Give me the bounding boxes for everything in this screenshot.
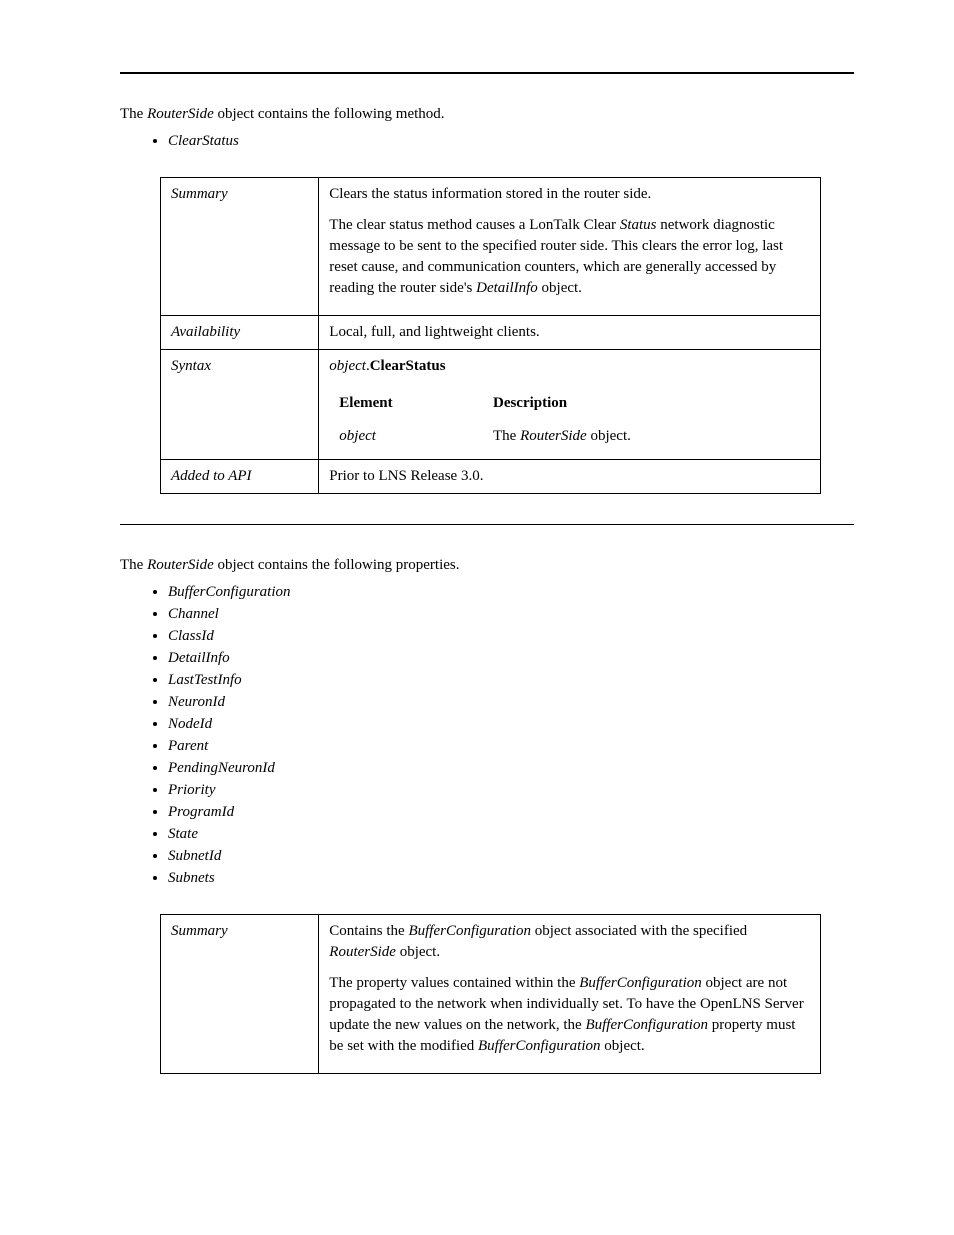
list-item: State (168, 824, 854, 845)
routerside-ref: RouterSide (147, 106, 214, 122)
row-label: Syntax (161, 350, 319, 460)
section-divider-mid (120, 524, 854, 525)
row-content: Contains the BufferConfiguration object … (319, 915, 820, 1074)
row-content: object.ClearStatus Element Description o… (319, 350, 820, 460)
col-header: Element (329, 387, 483, 420)
clearstatus-table: Summary Clears the status information st… (160, 177, 821, 494)
txt: The property values contained within the (329, 975, 579, 991)
row-content: Clears the status information stored in … (319, 178, 820, 316)
summary-p2: The clear status method causes a LonTalk… (329, 215, 809, 299)
txt: object contains the following properties… (214, 557, 460, 573)
row-label: Added to API (161, 460, 319, 494)
status-ref: Status (620, 217, 657, 233)
row-label: Availability (161, 316, 319, 350)
routerside-ref: RouterSide (520, 428, 587, 444)
list-item: NodeId (168, 714, 854, 735)
list-item: NeuronId (168, 692, 854, 713)
bufferconfiguration-ref: BufferConfiguration (585, 1017, 708, 1033)
cell: object (329, 420, 483, 453)
detailinfo-ref: DetailInfo (476, 280, 538, 296)
syntax-line: object.ClearStatus (329, 356, 809, 377)
txt: object contains the following method. (214, 106, 445, 122)
row-content: Prior to LNS Release 3.0. (319, 460, 820, 494)
summary-p1: Clears the status information stored in … (329, 184, 809, 205)
list-item: Priority (168, 780, 854, 801)
list-item: DetailInfo (168, 648, 854, 669)
routerside-ref: RouterSide (147, 557, 214, 573)
txt: object. (396, 944, 440, 960)
method-name: ClearStatus (370, 358, 446, 374)
table-row: Availability Local, full, and lightweigh… (161, 316, 821, 350)
syntax-subtable: Element Description object The RouterSid… (329, 387, 809, 453)
bufferconfiguration-table: Summary Contains the BufferConfiguration… (160, 914, 821, 1074)
list-item: Channel (168, 604, 854, 625)
txt: Contains the (329, 923, 408, 939)
list-item: SubnetId (168, 846, 854, 867)
list-item: ClearStatus (168, 131, 854, 152)
list-item: Parent (168, 736, 854, 757)
txt: The (120, 557, 147, 573)
methods-intro: The RouterSide object contains the follo… (120, 104, 854, 125)
summary-p2: The property values contained within the… (329, 973, 809, 1057)
bufferconfiguration-ref: BufferConfiguration (579, 975, 702, 991)
txt: object. (587, 428, 631, 444)
txt: The (493, 428, 520, 444)
list-item: ProgramId (168, 802, 854, 823)
summary-p1: Contains the BufferConfiguration object … (329, 921, 809, 963)
row-label: Summary (161, 178, 319, 316)
col-header: Description (483, 387, 810, 420)
bufferconfiguration-ref: BufferConfiguration (478, 1038, 601, 1054)
txt: The clear status method causes a LonTalk… (329, 217, 620, 233)
list-item: BufferConfiguration (168, 582, 854, 603)
row-content: Local, full, and lightweight clients. (319, 316, 820, 350)
list-item: ClassId (168, 626, 854, 647)
bufferconfiguration-ref: BufferConfiguration (408, 923, 531, 939)
cell: The RouterSide object. (483, 420, 810, 453)
row-label: Summary (161, 915, 319, 1074)
properties-list: BufferConfiguration Channel ClassId Deta… (120, 582, 854, 889)
table-row: Summary Clears the status information st… (161, 178, 821, 316)
list-item: PendingNeuronId (168, 758, 854, 779)
txt: object. (538, 280, 582, 296)
table-row: Syntax object.ClearStatus Element Descri… (161, 350, 821, 460)
table-row: Added to API Prior to LNS Release 3.0. (161, 460, 821, 494)
table-row: object The RouterSide object. (329, 420, 809, 453)
object-ref: object (339, 428, 376, 444)
txt: object. (601, 1038, 645, 1054)
list-item: Subnets (168, 868, 854, 889)
txt: object associated with the specified (531, 923, 747, 939)
routerside-ref: RouterSide (329, 944, 396, 960)
methods-list: ClearStatus (120, 131, 854, 152)
table-row: Summary Contains the BufferConfiguration… (161, 915, 821, 1074)
txt: The (120, 106, 147, 122)
table-row: Element Description (329, 387, 809, 420)
list-item: LastTestInfo (168, 670, 854, 691)
section-divider-top (120, 72, 854, 74)
object-ref: object (329, 358, 366, 374)
properties-intro: The RouterSide object contains the follo… (120, 555, 854, 576)
